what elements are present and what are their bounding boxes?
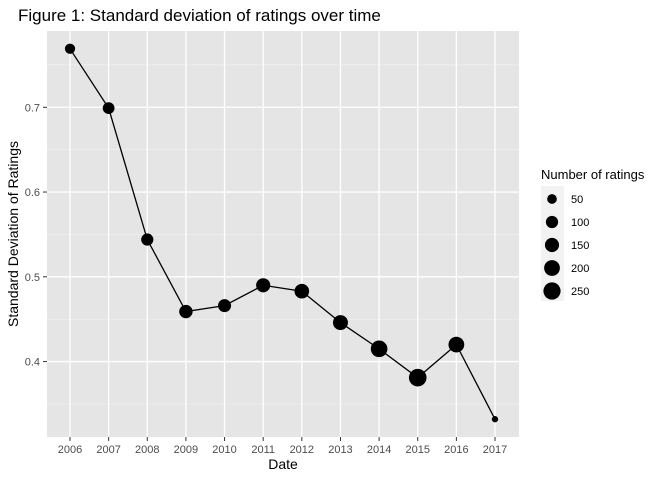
x-tick-label: 2006 [58, 444, 82, 456]
legend-key-point [547, 194, 557, 204]
legend-key-point [543, 282, 561, 300]
x-tick-label: 2017 [483, 444, 507, 456]
x-tick-label: 2013 [328, 444, 352, 456]
legend-key-point [544, 237, 560, 253]
x-tick-label: 2015 [405, 444, 429, 456]
x-axis: 2006 2007 2008 2009 2010 2011 2012 2013 2014 2015… [58, 437, 507, 456]
legend-label: 150 [571, 240, 589, 252]
data-point [256, 278, 271, 293]
x-axis-title: Date [268, 456, 298, 472]
y-tick-label: 0.6 [25, 187, 40, 199]
data-series [64, 43, 499, 423]
legend-key-point [544, 260, 560, 276]
data-point [64, 43, 76, 54]
data-point [448, 336, 465, 353]
data-point [408, 368, 427, 387]
y-tick-label: 0.4 [25, 357, 40, 369]
y-tick-label: 0.5 [25, 272, 40, 284]
grid-lines [47, 31, 519, 437]
x-tick-label: 2014 [367, 444, 391, 456]
legend-label: 250 [571, 286, 589, 298]
data-point [370, 340, 388, 358]
x-tick-label: 2007 [96, 444, 120, 456]
legend-label: 50 [571, 194, 583, 206]
x-tick-label: 2010 [212, 444, 236, 456]
legend-label: 200 [571, 263, 589, 275]
x-tick-label: 2012 [290, 444, 314, 456]
data-point [332, 315, 348, 331]
y-tick-label: 0.7 [25, 102, 40, 114]
x-tick-label: 2009 [174, 444, 198, 456]
data-point [491, 416, 499, 423]
data-point [102, 102, 115, 115]
x-tick-label: 2011 [251, 444, 275, 456]
chart-title: Figure 1: Standard deviation of ratings … [18, 6, 381, 25]
data-point [141, 233, 154, 246]
legend-label: 100 [571, 217, 589, 229]
size-legend: Number of ratings 50 100 150 200 250 [541, 167, 645, 301]
x-tick-label: 2008 [135, 444, 159, 456]
data-point [294, 283, 310, 299]
data-point [218, 299, 232, 313]
y-axis: 0.4 0.5 0.6 0.7 [25, 102, 47, 369]
plot-panel [47, 31, 519, 437]
x-tick-label: 2016 [444, 444, 468, 456]
y-axis-title: Standard Deviation of Ratings [5, 141, 21, 327]
legend-title: Number of ratings [541, 167, 645, 182]
legend-key-point [545, 215, 559, 229]
data-point [179, 304, 193, 319]
